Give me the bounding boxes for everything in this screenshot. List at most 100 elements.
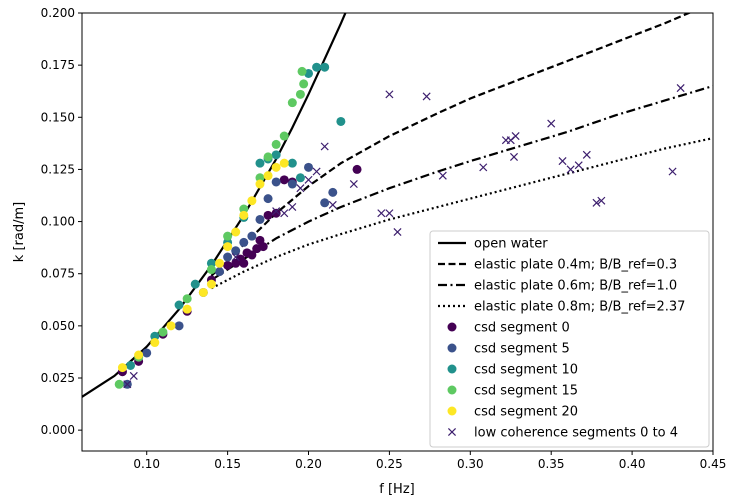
low-coherence-marker	[320, 142, 329, 151]
low-coherence-marker	[349, 180, 358, 189]
point-segment-1	[231, 246, 241, 256]
point-segment-0	[263, 210, 273, 220]
point-segment-2	[255, 158, 265, 168]
low-coherence-marker	[668, 167, 677, 176]
point-segment-1	[320, 198, 330, 208]
legend-label: elastic plate 0.8m; B/B_ref=2.37	[474, 300, 685, 315]
legend: open water elastic plate 0.4m; B/B_ref=0.…	[429, 230, 710, 448]
legend-entry: elastic plate 0.6m; B/B_ref=1.0	[438, 279, 677, 294]
point-segment-4	[255, 179, 265, 189]
low-coherence-marker	[547, 119, 556, 128]
point-segment-4	[198, 287, 208, 297]
low-coherence-marker	[511, 132, 520, 141]
point-segment-2	[336, 116, 346, 126]
point-segment-1	[255, 214, 265, 224]
low-coherence-marker	[509, 152, 519, 161]
low-coherence-marker	[592, 198, 601, 207]
low-coherence-marker	[288, 202, 297, 211]
x-tick-label: 0.20	[295, 457, 322, 471]
y-tick-label: 0.050	[41, 319, 75, 333]
point-segment-4	[134, 350, 144, 360]
point-segment-4	[263, 171, 273, 181]
point-segment-4	[247, 196, 257, 206]
low-coherence-marker	[566, 165, 575, 174]
plot-points	[114, 62, 685, 389]
low-coherence-marker	[574, 161, 583, 170]
point-segment-2	[150, 331, 160, 341]
legend-entry: csd segment 5	[447, 342, 570, 357]
x-tick-label: 0.10	[133, 457, 160, 471]
point-segment-1	[304, 162, 314, 172]
point-segment-3	[279, 131, 289, 141]
point-segment-4	[223, 242, 233, 252]
x-tick-label: 0.35	[538, 457, 565, 471]
low-coherence-marker	[393, 227, 402, 237]
point-segment-2	[206, 258, 216, 268]
low-coherence-marker	[676, 84, 685, 93]
legend-label: open water	[474, 237, 548, 252]
point-segment-1	[247, 231, 257, 241]
point-segment-4	[166, 321, 176, 331]
point-segment-1	[142, 348, 152, 358]
legend-entry: csd segment 10	[447, 363, 578, 378]
point-segment-3	[295, 89, 305, 99]
y-axis-label: k [rad/m]	[12, 202, 27, 262]
point-segment-1	[174, 321, 184, 331]
line-dotted	[210, 137, 713, 290]
legend-entry: csd segment 20	[447, 405, 578, 420]
low-coherence-marker	[328, 200, 337, 209]
point-segment-3	[239, 204, 249, 214]
legend-label: csd segment 15	[474, 384, 578, 399]
legend-entry: elastic plate 0.8m; B/B_ref=2.37	[438, 300, 685, 315]
low-coherence-marker	[597, 196, 606, 205]
point-segment-4	[239, 210, 249, 220]
point-segment-1	[215, 267, 225, 277]
point-segment-3	[271, 139, 281, 149]
legend-label: low coherence segments 0 to 4	[474, 426, 678, 441]
low-coherence-marker	[479, 163, 488, 172]
point-segment-1	[239, 237, 249, 247]
point-segment-4	[117, 363, 127, 373]
point-segment-2	[295, 173, 305, 183]
y-tick-label: 0.200	[41, 6, 75, 20]
low-coherence-marker	[558, 157, 567, 166]
low-coherence-marker	[123, 380, 132, 389]
low-coherence-marker	[438, 171, 447, 180]
legend-label: elastic plate 0.6m; B/B_ref=1.0	[474, 279, 677, 294]
x-axis-label: f [Hz]	[379, 482, 414, 497]
point-segment-4	[271, 162, 281, 172]
axis-ticks: 0.10 0.15 0.20 0.25 0.30 0.35 0.40 0.45 0.000 0.0…	[41, 6, 727, 471]
legend-entry: open water	[438, 237, 548, 252]
point-segment-0	[223, 260, 233, 270]
point-segment-2	[271, 150, 281, 160]
point-segment-1	[271, 177, 281, 187]
x-tick-label: 0.15	[214, 457, 241, 471]
line-solid	[82, 13, 347, 398]
point-segment-3	[299, 79, 309, 89]
low-coherence-marker	[377, 209, 386, 218]
point-segment-1	[328, 187, 338, 197]
legend-entry: low coherence segments 0 to 4	[447, 426, 678, 441]
point-segment-3	[263, 152, 273, 162]
point-segment-4	[215, 258, 225, 268]
point-segment-3	[223, 231, 233, 241]
low-coherence-marker	[231, 253, 240, 262]
point-segment-2	[287, 158, 297, 168]
low-coherence-marker	[272, 207, 281, 216]
point-segment-4	[150, 338, 160, 348]
point-segment-3	[287, 98, 297, 108]
y-tick-label: 0.025	[41, 371, 75, 385]
point-segment-0	[271, 208, 281, 218]
low-coherence-marker	[385, 209, 394, 218]
y-tick-label: 0.075	[41, 267, 75, 281]
y-tick-label: 0.150	[41, 110, 75, 124]
point-segment-2	[126, 360, 136, 370]
y-tick-label: 0.175	[41, 58, 75, 72]
low-coherence-marker	[296, 184, 305, 193]
y-tick-label: 0.100	[41, 215, 75, 229]
low-coherence-marker	[129, 371, 138, 380]
low-coherence-marker	[422, 92, 431, 101]
point-segment-2	[320, 62, 330, 72]
point-segment-4	[182, 304, 192, 314]
